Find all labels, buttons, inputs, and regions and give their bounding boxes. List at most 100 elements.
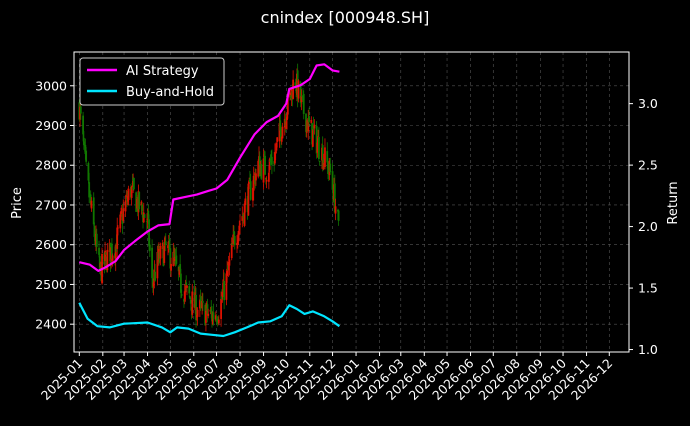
legend-label-ai-strategy: AI Strategy bbox=[126, 64, 199, 79]
y-left-tick-label: 2500 bbox=[35, 277, 67, 292]
y-axis-left-label: Price bbox=[10, 187, 25, 219]
y-left-tick-label: 2800 bbox=[35, 158, 67, 173]
candle-body bbox=[274, 151, 277, 153]
candle-body bbox=[164, 241, 167, 246]
candle-body bbox=[130, 186, 133, 198]
candle-body bbox=[280, 136, 283, 142]
candle-body bbox=[331, 171, 334, 190]
candle-body bbox=[212, 312, 215, 320]
candle-body bbox=[148, 219, 150, 247]
candle-body bbox=[84, 144, 87, 154]
candle-body bbox=[278, 123, 281, 142]
candle-body bbox=[215, 318, 218, 322]
candle-body bbox=[267, 172, 270, 182]
y-left-tick-label: 2600 bbox=[35, 237, 67, 252]
candle-body bbox=[119, 214, 122, 229]
candle-body bbox=[201, 301, 204, 303]
candle-body bbox=[299, 82, 302, 104]
candle-body bbox=[249, 178, 251, 183]
candle-body bbox=[90, 200, 93, 209]
candle-body bbox=[327, 161, 329, 175]
candle-body bbox=[173, 256, 176, 261]
candle-body bbox=[217, 319, 220, 324]
candle-body bbox=[89, 194, 92, 205]
candle-body bbox=[164, 237, 166, 245]
candle-body bbox=[233, 235, 236, 246]
candle-body bbox=[167, 245, 169, 249]
candle-body bbox=[225, 273, 228, 300]
candle-body bbox=[183, 299, 185, 302]
candle-body bbox=[180, 294, 183, 296]
candle-body bbox=[233, 231, 235, 234]
candle-body bbox=[178, 267, 181, 275]
candle-body bbox=[183, 291, 186, 300]
candle-body bbox=[226, 268, 229, 276]
candle-body bbox=[227, 262, 230, 271]
candle-body bbox=[228, 259, 231, 266]
y-right-tick-label: 3.0 bbox=[638, 96, 658, 111]
candle-body bbox=[159, 245, 162, 259]
candle-body bbox=[92, 197, 95, 225]
candle-body bbox=[152, 282, 155, 287]
candle-body bbox=[104, 250, 106, 262]
candle-body bbox=[198, 299, 201, 309]
y-left-tick-label: 3000 bbox=[35, 78, 67, 93]
candle-body bbox=[274, 152, 276, 164]
candle-body bbox=[220, 296, 223, 299]
candle-body bbox=[286, 95, 289, 115]
candle-body bbox=[151, 247, 153, 279]
candle-body bbox=[205, 310, 207, 323]
candle-body bbox=[170, 263, 172, 271]
candle-body bbox=[230, 243, 233, 259]
y-axis-right: 1.0 1.5 2.0 2.5 3.0 bbox=[629, 96, 658, 357]
candle-body bbox=[307, 117, 310, 132]
candle-body bbox=[322, 160, 325, 170]
candle-body bbox=[132, 177, 135, 190]
candle-body bbox=[111, 243, 113, 259]
candle-body bbox=[302, 93, 305, 114]
candle-body bbox=[88, 182, 91, 198]
candle-body bbox=[169, 248, 172, 269]
series-line-buy-and-hold bbox=[78, 302, 341, 338]
candle-body bbox=[285, 121, 288, 130]
candle-body bbox=[154, 271, 157, 281]
candle-body bbox=[238, 225, 241, 230]
candle-body bbox=[308, 116, 310, 123]
candle-body bbox=[316, 142, 319, 153]
candle-body bbox=[138, 191, 141, 210]
candle-body bbox=[255, 173, 257, 181]
y-right-tick-label: 2.0 bbox=[638, 219, 658, 234]
candle-body bbox=[275, 142, 278, 151]
candle-body bbox=[249, 181, 252, 200]
candle-body bbox=[85, 150, 88, 162]
candle-body bbox=[301, 95, 304, 97]
candle-body bbox=[315, 125, 318, 154]
candle-body bbox=[82, 137, 85, 146]
candle-body bbox=[191, 291, 194, 315]
candle-body bbox=[184, 286, 187, 293]
y-axis-right-label: Return bbox=[666, 181, 681, 224]
candle-body bbox=[318, 161, 321, 163]
line-series bbox=[78, 63, 341, 338]
candle-body bbox=[147, 210, 150, 219]
candle-body bbox=[124, 200, 127, 212]
legend-label-buy-and-hold: Buy-and-Hold bbox=[126, 85, 214, 100]
candle-body bbox=[116, 227, 119, 249]
candle-body bbox=[79, 106, 82, 114]
candle-body bbox=[289, 92, 291, 98]
candle-body bbox=[232, 234, 235, 244]
candle-body bbox=[279, 120, 282, 131]
candle-body bbox=[264, 178, 267, 180]
candle-body bbox=[95, 233, 98, 247]
candle-body bbox=[292, 79, 295, 99]
series-line-ai-strategy bbox=[79, 63, 340, 272]
candlestick-series bbox=[78, 63, 340, 332]
chart-title: cnindex [000948.SH] bbox=[260, 8, 430, 27]
candle-body bbox=[199, 297, 202, 302]
candle-body bbox=[260, 164, 263, 179]
candle-body bbox=[317, 136, 320, 159]
candle-body bbox=[196, 309, 199, 317]
candle-body bbox=[237, 231, 240, 242]
candle-body bbox=[82, 115, 84, 135]
